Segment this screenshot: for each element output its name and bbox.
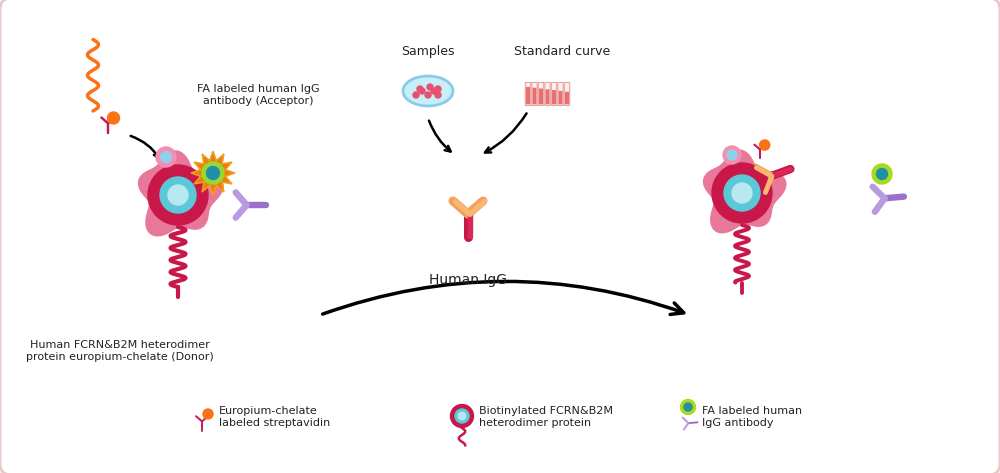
Circle shape bbox=[108, 112, 120, 124]
FancyBboxPatch shape bbox=[558, 91, 562, 105]
FancyBboxPatch shape bbox=[539, 88, 543, 105]
Text: FA labeled human
IgG antibody: FA labeled human IgG antibody bbox=[702, 406, 802, 428]
Circle shape bbox=[760, 140, 770, 150]
Ellipse shape bbox=[403, 76, 453, 106]
Circle shape bbox=[413, 92, 419, 98]
FancyBboxPatch shape bbox=[532, 82, 537, 105]
Circle shape bbox=[681, 400, 696, 414]
Polygon shape bbox=[139, 151, 223, 236]
Circle shape bbox=[684, 403, 692, 411]
Circle shape bbox=[427, 84, 433, 90]
Circle shape bbox=[419, 88, 425, 94]
Circle shape bbox=[417, 86, 423, 92]
Circle shape bbox=[160, 151, 172, 163]
Text: Human IgG: Human IgG bbox=[429, 273, 507, 287]
FancyBboxPatch shape bbox=[564, 82, 570, 105]
Polygon shape bbox=[191, 151, 235, 195]
Circle shape bbox=[724, 175, 760, 211]
FancyBboxPatch shape bbox=[545, 82, 550, 105]
Circle shape bbox=[207, 166, 220, 179]
Text: Europium-chelate
labeled streptavidin: Europium-chelate labeled streptavidin bbox=[219, 406, 330, 428]
FancyBboxPatch shape bbox=[538, 82, 544, 105]
Circle shape bbox=[872, 164, 892, 184]
Text: Human FCRN&B2M heterodimer
protein europium-chelate (Donor): Human FCRN&B2M heterodimer protein europ… bbox=[26, 340, 214, 362]
FancyBboxPatch shape bbox=[532, 88, 536, 105]
Circle shape bbox=[458, 412, 466, 420]
Circle shape bbox=[450, 404, 474, 428]
Circle shape bbox=[203, 409, 213, 419]
FancyBboxPatch shape bbox=[565, 92, 569, 105]
Text: FA labeled human IgG
antibody (Acceptor): FA labeled human IgG antibody (Acceptor) bbox=[197, 84, 319, 106]
Circle shape bbox=[160, 177, 196, 213]
Circle shape bbox=[431, 88, 437, 94]
Circle shape bbox=[435, 92, 441, 98]
FancyBboxPatch shape bbox=[526, 87, 530, 105]
Circle shape bbox=[425, 92, 431, 98]
Text: Biotinylated FCRN&B2M
heterodimer protein: Biotinylated FCRN&B2M heterodimer protei… bbox=[479, 406, 613, 428]
Circle shape bbox=[712, 163, 772, 223]
Circle shape bbox=[732, 183, 752, 203]
FancyBboxPatch shape bbox=[558, 82, 563, 105]
Text: Standard curve: Standard curve bbox=[514, 44, 610, 58]
Circle shape bbox=[876, 168, 888, 179]
FancyBboxPatch shape bbox=[551, 82, 557, 105]
FancyBboxPatch shape bbox=[546, 89, 550, 105]
Circle shape bbox=[202, 162, 224, 184]
Circle shape bbox=[156, 147, 176, 167]
Polygon shape bbox=[195, 155, 231, 191]
Circle shape bbox=[168, 185, 188, 205]
Text: Samples: Samples bbox=[401, 44, 455, 58]
Circle shape bbox=[148, 165, 208, 225]
FancyBboxPatch shape bbox=[552, 90, 556, 105]
Circle shape bbox=[435, 86, 441, 92]
Circle shape bbox=[723, 146, 741, 164]
Circle shape bbox=[727, 150, 737, 160]
Circle shape bbox=[455, 409, 469, 423]
FancyBboxPatch shape bbox=[525, 82, 531, 105]
Polygon shape bbox=[704, 150, 786, 233]
